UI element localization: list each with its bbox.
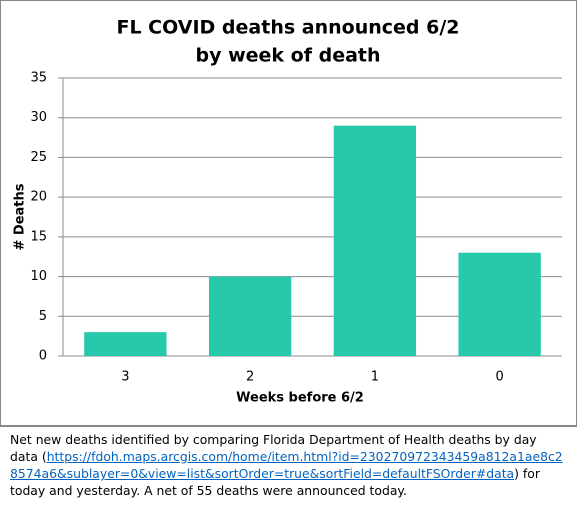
note-link[interactable]: https://fdoh.maps.arcgis.com/home/item.h… bbox=[10, 449, 563, 481]
note-text: ) for today and yesterday. A net of 55 d… bbox=[10, 466, 540, 498]
y-tick-label: 30 bbox=[30, 110, 47, 125]
x-tick-label: 3 bbox=[121, 370, 129, 385]
y-tick-label: 10 bbox=[30, 269, 47, 284]
y-tick-label: 25 bbox=[30, 150, 47, 165]
y-tick-label: 15 bbox=[30, 229, 47, 244]
y-tick-label: 35 bbox=[30, 71, 47, 86]
y-axis-title: # Deaths bbox=[13, 183, 28, 250]
y-tick-label: 5 bbox=[39, 309, 47, 324]
chart: FL COVID deaths announced 6/2 by week of… bbox=[0, 0, 577, 426]
chart-subtitle: by week of death bbox=[195, 45, 380, 67]
x-axis-title: Weeks before 6/2 bbox=[236, 391, 364, 406]
chart-title: FL COVID deaths announced 6/2 bbox=[116, 17, 459, 39]
bar bbox=[458, 252, 541, 356]
y-tick-label: 20 bbox=[30, 190, 47, 205]
note-text: Net new deaths identified by comparing F… bbox=[10, 432, 537, 464]
bar bbox=[84, 332, 167, 356]
bar bbox=[208, 276, 292, 356]
x-tick-label: 0 bbox=[495, 370, 503, 385]
x-tick-label: 2 bbox=[246, 370, 254, 385]
y-tick-label: 0 bbox=[39, 349, 47, 364]
note: Net new deaths identified by comparing F… bbox=[0, 426, 577, 505]
x-tick-label: 1 bbox=[371, 370, 379, 385]
bar bbox=[333, 125, 417, 357]
